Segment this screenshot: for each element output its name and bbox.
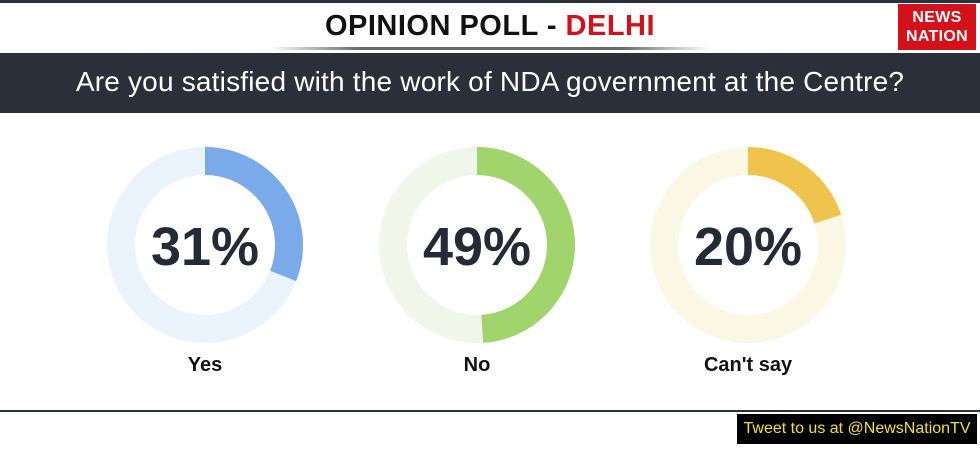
donut-3: 20% Can't say: [650, 147, 846, 376]
poll-question: Are you satisfied with the work of NDA g…: [75, 66, 905, 97]
category-label: Can't say: [704, 354, 793, 376]
percent-label: 49%: [423, 217, 531, 277]
donut-2: 49% No: [379, 147, 575, 376]
category-label: Yes: [188, 354, 222, 376]
bottom-rule: [0, 410, 980, 412]
title-prefix: OPINION POLL -: [324, 10, 566, 42]
donut-1: 31% Yes: [107, 147, 303, 376]
question-band: Are you satisfied with the work of NDA g…: [0, 53, 980, 113]
tweet-banner: Tweet to us at @NewsNationTV: [737, 414, 977, 444]
donut-chart-area: 31% Yes 49% No 20% Can't say: [0, 113, 980, 410]
tweet-text: Tweet to us at @NewsNationTV: [743, 420, 971, 437]
logo-line-1: NEWS: [912, 9, 962, 26]
percent-label: 31%: [151, 217, 259, 277]
title-underline: [270, 47, 710, 50]
news-nation-logo: NEWS NATION: [898, 4, 976, 50]
page-title: OPINION POLL - DELHI: [0, 6, 980, 46]
donut-slice-value: [477, 147, 575, 343]
donut-charts: 31% Yes 49% No 20% Can't say: [107, 147, 846, 376]
percent-label: 20%: [694, 217, 802, 277]
logo-line-2: NATION: [906, 28, 968, 45]
donut-slice-value: [205, 147, 303, 282]
donut-slice-value: [748, 147, 842, 224]
top-rule: [0, 0, 980, 3]
category-label: No: [464, 354, 491, 376]
title-place: DELHI: [565, 10, 656, 42]
